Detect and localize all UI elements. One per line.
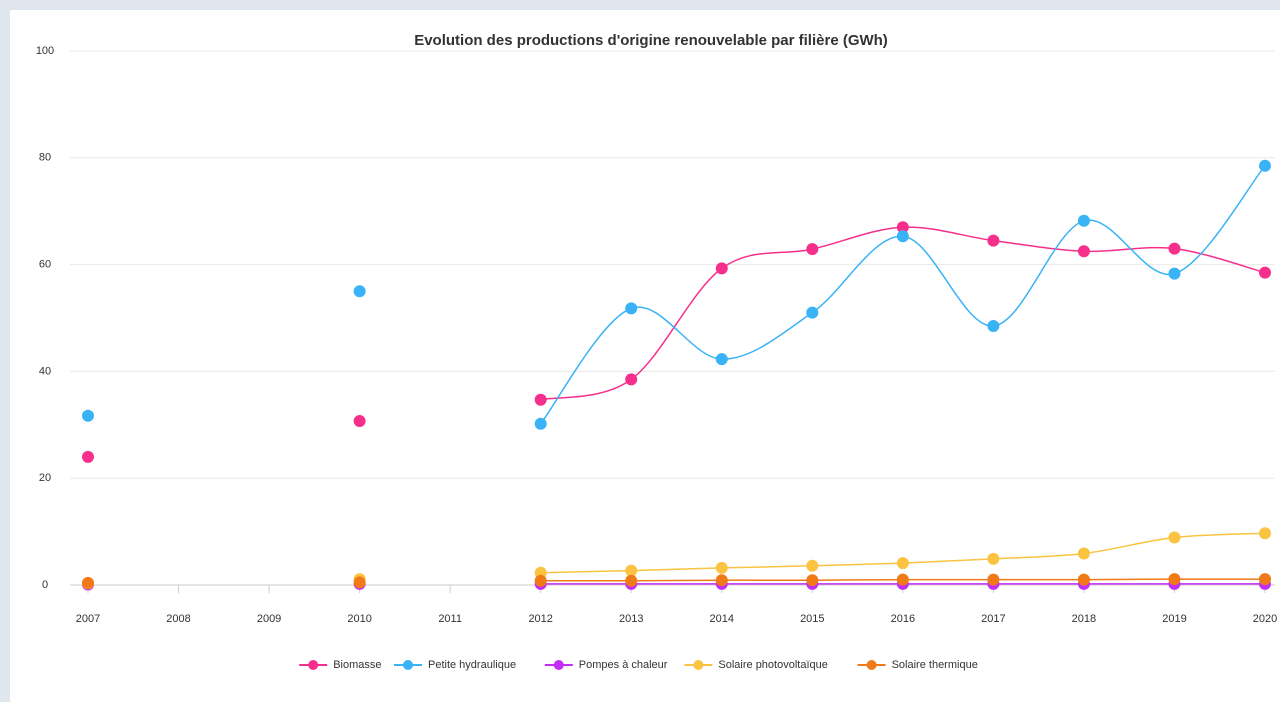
data-point xyxy=(1077,214,1090,227)
data-point xyxy=(353,415,366,428)
data-point xyxy=(625,373,638,386)
data-point xyxy=(1259,573,1271,586)
chart-title: Evolution des productions d'origine reno… xyxy=(414,32,888,49)
legend-marker xyxy=(693,660,704,670)
data-point xyxy=(1259,159,1271,172)
data-point xyxy=(715,561,728,574)
data-point xyxy=(987,552,1000,565)
legend-label: Pompes à chaleur xyxy=(579,659,668,671)
data-point xyxy=(715,353,728,366)
data-point xyxy=(353,285,366,298)
data-point xyxy=(353,576,366,589)
data-point xyxy=(1168,267,1181,280)
legend-label: Solaire photovoltaïque xyxy=(718,659,827,671)
x-tick-label: 2007 xyxy=(76,613,100,625)
data-point xyxy=(82,409,94,422)
y-tick-label: 80 xyxy=(39,152,51,164)
data-point xyxy=(534,417,547,430)
y-tick-label: 40 xyxy=(39,365,51,377)
x-tick-label: 2009 xyxy=(257,613,281,625)
data-point xyxy=(1168,573,1181,586)
data-point xyxy=(896,573,909,586)
data-point xyxy=(806,559,819,572)
x-tick-label: 2019 xyxy=(1162,613,1186,625)
y-tick-label: 20 xyxy=(39,472,51,484)
data-point xyxy=(987,573,1000,586)
data-point xyxy=(1077,573,1090,586)
data-point xyxy=(1168,531,1181,544)
x-tick-label: 2015 xyxy=(800,613,824,625)
data-point xyxy=(534,393,547,406)
data-point xyxy=(82,450,94,463)
data-point xyxy=(806,574,819,587)
data-point xyxy=(896,221,909,234)
x-tick-label: 2011 xyxy=(438,613,462,625)
data-point xyxy=(625,574,638,587)
legend-label: Biomasse xyxy=(333,659,381,671)
legend-marker xyxy=(403,660,413,670)
x-tick-label: 2013 xyxy=(619,613,643,625)
legend-label: Petite hydraulique xyxy=(428,659,516,671)
data-point xyxy=(625,564,638,577)
data-point xyxy=(82,576,94,589)
x-tick-label: 2014 xyxy=(710,613,734,625)
y-tick-label: 60 xyxy=(39,259,51,271)
data-point xyxy=(1259,527,1271,540)
legend-marker xyxy=(308,660,319,670)
data-point xyxy=(987,234,1000,247)
data-point xyxy=(1259,266,1271,279)
x-tick-label: 2018 xyxy=(1072,613,1096,625)
x-tick-label: 2016 xyxy=(891,613,915,625)
data-point xyxy=(715,262,728,275)
data-point xyxy=(625,302,638,315)
legend-marker xyxy=(866,660,877,670)
y-tick-label: 0 xyxy=(42,579,48,591)
data-point xyxy=(534,574,547,587)
data-point xyxy=(987,320,1000,333)
data-point xyxy=(715,574,728,587)
x-tick-label: 2012 xyxy=(528,613,552,625)
data-point xyxy=(896,557,909,570)
chart-panel xyxy=(10,10,1280,702)
data-point xyxy=(1077,245,1090,258)
legend-label: Solaire thermique xyxy=(892,659,978,671)
x-tick-label: 2008 xyxy=(166,613,190,625)
data-point xyxy=(806,306,819,319)
data-point xyxy=(1077,547,1090,560)
x-tick-label: 2020 xyxy=(1253,613,1277,625)
data-point xyxy=(806,243,819,256)
x-tick-label: 2010 xyxy=(347,613,371,625)
data-point xyxy=(1168,242,1181,255)
legend-marker xyxy=(553,660,564,670)
data-point xyxy=(896,230,909,243)
x-tick-label: 2017 xyxy=(981,613,1005,625)
y-tick-label: 100 xyxy=(36,45,54,57)
